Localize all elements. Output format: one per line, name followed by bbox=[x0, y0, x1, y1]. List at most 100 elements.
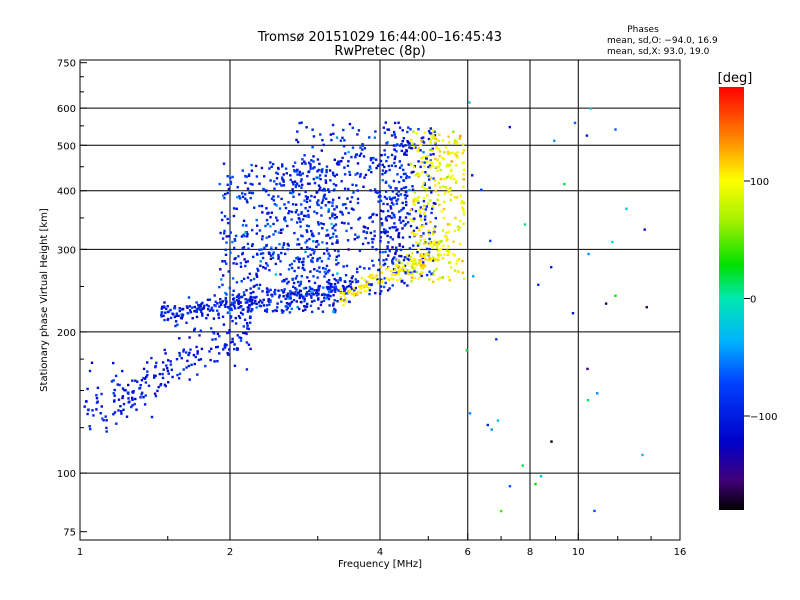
data-point bbox=[408, 176, 410, 178]
data-point bbox=[179, 354, 181, 356]
data-point bbox=[166, 367, 168, 369]
data-point bbox=[240, 312, 242, 314]
data-point bbox=[189, 378, 191, 380]
data-point bbox=[334, 283, 336, 285]
data-point bbox=[386, 235, 388, 237]
data-point bbox=[326, 165, 328, 167]
data-point bbox=[258, 183, 260, 185]
data-point bbox=[91, 362, 93, 364]
data-point bbox=[297, 281, 299, 283]
data-point bbox=[198, 308, 200, 310]
data-point bbox=[258, 249, 260, 251]
data-point bbox=[327, 294, 329, 296]
data-point bbox=[135, 409, 137, 411]
data-point bbox=[480, 189, 482, 191]
data-point bbox=[352, 191, 354, 193]
data-point bbox=[379, 240, 381, 242]
data-point bbox=[430, 212, 432, 214]
data-point bbox=[246, 176, 248, 178]
data-points bbox=[84, 101, 649, 512]
data-point bbox=[399, 216, 401, 218]
data-point bbox=[428, 230, 430, 232]
data-point bbox=[271, 166, 273, 168]
data-point bbox=[311, 300, 313, 302]
data-point bbox=[370, 171, 372, 173]
data-point bbox=[419, 212, 421, 214]
data-point bbox=[299, 171, 301, 173]
data-point bbox=[410, 218, 412, 220]
data-point bbox=[448, 141, 450, 143]
data-point bbox=[332, 133, 334, 135]
data-point bbox=[312, 160, 314, 162]
data-point bbox=[181, 357, 183, 359]
data-point bbox=[351, 293, 353, 295]
data-point bbox=[345, 230, 347, 232]
data-point bbox=[211, 307, 213, 309]
data-point bbox=[383, 286, 385, 288]
data-point bbox=[227, 175, 229, 177]
data-point bbox=[374, 292, 376, 294]
data-point bbox=[306, 276, 308, 278]
data-point bbox=[420, 140, 422, 142]
data-point bbox=[194, 306, 196, 308]
data-point bbox=[446, 237, 448, 239]
data-point bbox=[274, 230, 276, 232]
data-point bbox=[294, 162, 296, 164]
data-point bbox=[320, 301, 322, 303]
data-point bbox=[405, 204, 407, 206]
data-point bbox=[412, 142, 414, 144]
data-point bbox=[463, 213, 465, 215]
data-point bbox=[328, 191, 330, 193]
data-point bbox=[228, 348, 230, 350]
data-point bbox=[452, 131, 454, 133]
data-point bbox=[342, 292, 344, 294]
data-point bbox=[399, 167, 401, 169]
data-point bbox=[447, 245, 449, 247]
data-point bbox=[253, 302, 255, 304]
data-point bbox=[235, 263, 237, 265]
data-point bbox=[449, 279, 451, 281]
data-point bbox=[440, 169, 442, 171]
data-point bbox=[113, 392, 115, 394]
data-point bbox=[371, 274, 373, 276]
data-point bbox=[248, 192, 250, 194]
data-point bbox=[269, 161, 271, 163]
data-point bbox=[400, 188, 402, 190]
data-point bbox=[244, 193, 246, 195]
data-point bbox=[261, 290, 263, 292]
data-point bbox=[453, 142, 455, 144]
data-point bbox=[438, 148, 440, 150]
data-point bbox=[422, 232, 424, 234]
data-point bbox=[224, 260, 226, 262]
data-point bbox=[449, 223, 451, 225]
data-point bbox=[282, 246, 284, 248]
data-point bbox=[222, 316, 224, 318]
data-point bbox=[394, 134, 396, 136]
data-point bbox=[428, 271, 430, 273]
data-point bbox=[101, 417, 103, 419]
data-point bbox=[382, 179, 384, 181]
data-point bbox=[304, 251, 306, 253]
data-point bbox=[289, 305, 291, 307]
x-tick-label: 16 bbox=[674, 547, 687, 558]
data-point bbox=[386, 245, 388, 247]
data-point bbox=[454, 196, 456, 198]
data-point bbox=[148, 385, 150, 387]
data-point bbox=[239, 301, 241, 303]
data-point bbox=[256, 303, 258, 305]
data-point bbox=[451, 160, 453, 162]
data-point bbox=[237, 186, 239, 188]
data-point bbox=[406, 262, 408, 264]
data-point bbox=[335, 223, 337, 225]
data-point bbox=[139, 396, 141, 398]
data-point bbox=[432, 256, 434, 258]
data-point bbox=[266, 308, 268, 310]
data-point bbox=[419, 225, 421, 227]
data-point bbox=[296, 300, 298, 302]
data-point bbox=[258, 287, 260, 289]
data-point bbox=[364, 279, 366, 281]
data-point bbox=[382, 259, 384, 261]
data-point bbox=[356, 268, 358, 270]
data-point bbox=[404, 194, 406, 196]
data-point bbox=[413, 234, 415, 236]
